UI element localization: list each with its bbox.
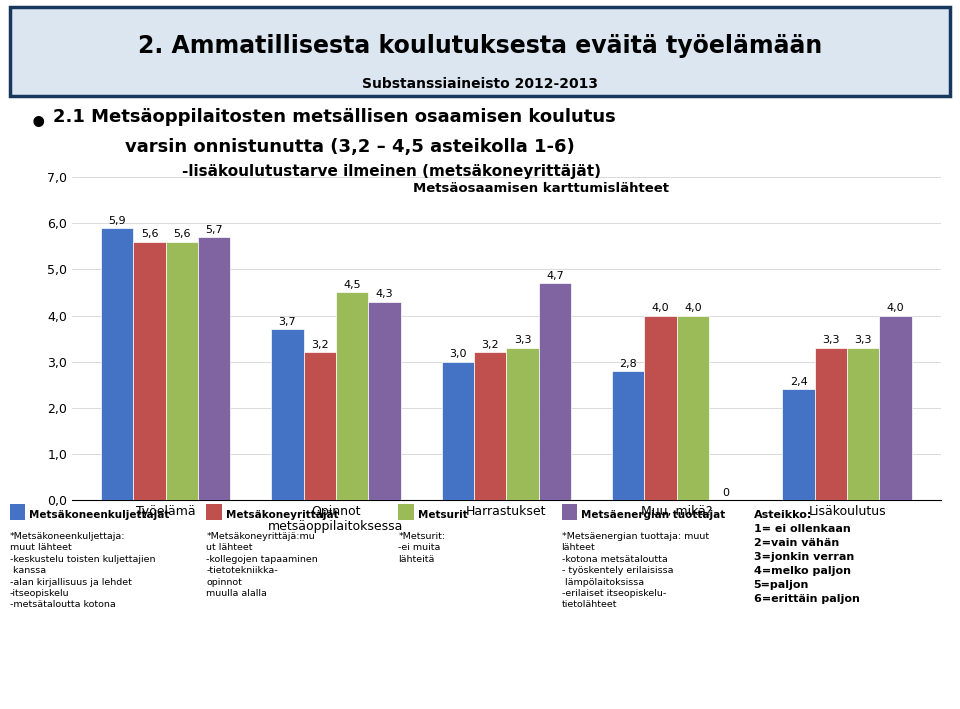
Text: 4,5: 4,5 bbox=[344, 280, 361, 290]
Bar bbox=[847, 348, 879, 500]
Text: •: • bbox=[29, 110, 48, 139]
Text: 4,3: 4,3 bbox=[375, 289, 394, 299]
Bar bbox=[133, 242, 166, 500]
Text: Metsäosaamisen karttumislähteet: Metsäosaamisen karttumislähteet bbox=[413, 182, 669, 195]
Bar bbox=[644, 316, 677, 500]
Text: 3,2: 3,2 bbox=[481, 340, 499, 350]
Bar bbox=[101, 228, 133, 500]
Text: 3,3: 3,3 bbox=[854, 335, 872, 345]
Bar bbox=[442, 362, 474, 500]
Text: 5,6: 5,6 bbox=[173, 230, 191, 240]
Text: *Metsäkoneyrittäjä:mu
ut lähteet
-kollegojen tapaaminen
-tietotekniikka-
opinnot: *Metsäkoneyrittäjä:mu ut lähteet -kolleg… bbox=[206, 532, 318, 598]
Text: 2,4: 2,4 bbox=[790, 377, 807, 387]
Text: 4,0: 4,0 bbox=[887, 303, 904, 313]
Text: 3,3: 3,3 bbox=[514, 335, 531, 345]
Text: 3,0: 3,0 bbox=[449, 350, 467, 359]
Text: 3,3: 3,3 bbox=[822, 335, 840, 345]
Bar bbox=[782, 389, 815, 500]
Bar bbox=[677, 316, 709, 500]
Text: 2. Ammatillisesta koulutuksesta eväitä työelämään: 2. Ammatillisesta koulutuksesta eväitä t… bbox=[138, 34, 822, 58]
Bar bbox=[303, 352, 336, 500]
Bar bbox=[879, 316, 912, 500]
Bar bbox=[815, 348, 847, 500]
Text: 5,7: 5,7 bbox=[205, 225, 223, 235]
Text: 4,7: 4,7 bbox=[546, 271, 564, 281]
Text: *Metsäenergian tuottaja: muut
lähteet
-kotona metsätaloutta
- työskentely erilai: *Metsäenergian tuottaja: muut lähteet -k… bbox=[562, 532, 708, 610]
Text: -lisäkoulutustarve ilmeinen (metsäkoneyrittäjät): -lisäkoulutustarve ilmeinen (metsäkoneyr… bbox=[182, 164, 601, 179]
Text: 2,8: 2,8 bbox=[619, 359, 637, 369]
Text: Metsäkoneenkuljettajat: Metsäkoneenkuljettajat bbox=[29, 510, 169, 520]
Text: 5,6: 5,6 bbox=[141, 230, 158, 240]
Text: 0: 0 bbox=[722, 488, 729, 498]
Bar bbox=[474, 352, 507, 500]
Bar bbox=[272, 329, 303, 500]
Text: Metsurit: Metsurit bbox=[418, 510, 468, 520]
Bar bbox=[612, 371, 644, 500]
Text: Metsäkoneyrittäjät: Metsäkoneyrittäjät bbox=[226, 510, 338, 520]
Text: varsin onnistunutta (3,2 – 4,5 asteikolla 1-6): varsin onnistunutta (3,2 – 4,5 asteikoll… bbox=[125, 138, 574, 155]
Bar bbox=[166, 242, 198, 500]
Text: 3,7: 3,7 bbox=[278, 317, 297, 327]
Text: *Metsäkoneenkuljettaja:
muut lähteet
-keskustelu toisten kuljettajien
 kanssa
-a: *Metsäkoneenkuljettaja: muut lähteet -ke… bbox=[10, 532, 156, 610]
Text: Substanssiaineisto 2012-2013: Substanssiaineisto 2012-2013 bbox=[362, 77, 598, 91]
Text: 2.1 Metsäoppilaitosten metsällisen osaamisen koulutus: 2.1 Metsäoppilaitosten metsällisen osaam… bbox=[53, 108, 615, 126]
Bar bbox=[336, 292, 369, 500]
Text: 4,0: 4,0 bbox=[684, 303, 702, 313]
Text: *Metsurit:
-ei muita
lähteitä: *Metsurit: -ei muita lähteitä bbox=[398, 532, 445, 564]
Bar bbox=[539, 283, 571, 500]
Text: 5,9: 5,9 bbox=[108, 216, 126, 225]
Bar bbox=[507, 348, 539, 500]
Bar bbox=[369, 302, 400, 500]
Text: 4,0: 4,0 bbox=[652, 303, 669, 313]
Bar bbox=[198, 237, 230, 500]
Text: 3,2: 3,2 bbox=[311, 340, 328, 350]
Text: Metsäenergian tuottajat: Metsäenergian tuottajat bbox=[581, 510, 725, 520]
Text: Asteikko:
1= ei ollenkaan
2=vain vähän
3=jonkin verran
4=melko paljon
5=paljon
6: Asteikko: 1= ei ollenkaan 2=vain vähän 3… bbox=[754, 510, 859, 605]
